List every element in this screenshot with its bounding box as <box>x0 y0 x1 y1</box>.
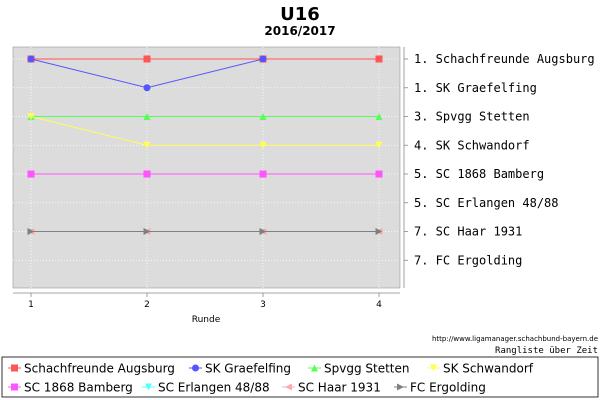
legend-swatch-marker-3 <box>430 364 437 372</box>
rank-label-0: 1. Schachfreunde Augsburg <box>414 52 595 66</box>
series-point-2-1 <box>143 113 151 120</box>
chart-title: U16 <box>280 4 320 25</box>
series-point-3-3 <box>375 141 383 149</box>
series-line-3 <box>30 116 379 146</box>
legend-swatch-marker-6 <box>285 383 292 391</box>
chart-subtitle: 2016/2017 <box>264 24 335 38</box>
series-4 <box>27 170 383 178</box>
plot-area <box>12 46 401 289</box>
rank-label-7: 7. FC Ergolding <box>414 253 522 267</box>
legend-item-7: FC Ergolding <box>394 381 486 395</box>
series-point-4-1 <box>143 170 151 178</box>
legend-box <box>1 356 599 398</box>
series-point-3-0 <box>27 113 35 120</box>
series-1 <box>27 55 267 92</box>
legend-item-2: Spvgg Stetten <box>308 362 410 376</box>
series-point-4-0 <box>27 170 35 178</box>
series-point-1-1 <box>143 84 151 92</box>
legend-item-6: SC Haar 1931 <box>282 381 381 395</box>
x-tick-label-1: 2 <box>144 300 150 310</box>
rank-label-4: 5. SC 1868 Bamberg <box>414 167 544 181</box>
series-point-7-2 <box>259 228 267 235</box>
legend-label-5: SC Erlangen 48/88 <box>158 381 270 395</box>
legend-item-5: SC Erlangen 48/88 <box>142 381 270 395</box>
series-point-7-3 <box>375 228 383 235</box>
rank-label-2: 3. Spvgg Stetten <box>414 110 530 124</box>
legend-item-3: SK Schwandorf <box>427 362 534 376</box>
series-layer <box>27 55 383 235</box>
legend-label-2: Spvgg Stetten <box>324 362 410 376</box>
series-point-1-2 <box>259 55 267 63</box>
legend-label-0: Schachfreunde Augsburg <box>24 362 175 376</box>
series-point-1-0 <box>27 55 35 63</box>
rank-label-5: 5. SC Erlangen 48/88 <box>414 196 559 210</box>
legend-item-0: Schachfreunde Augsburg <box>8 362 175 376</box>
series-point-0-1 <box>143 55 151 63</box>
x-tick-label-2: 3 <box>260 300 266 310</box>
series-point-2-3 <box>375 113 383 120</box>
series-point-4-3 <box>375 170 383 178</box>
x-tick-label-3: 4 <box>376 300 382 310</box>
legend-swatch-marker-1 <box>192 364 199 372</box>
legend-label-6: SC Haar 1931 <box>298 381 381 395</box>
series-point-3-2 <box>259 141 267 149</box>
rank-label-3: 4. SK Schwandorf <box>414 138 530 152</box>
series-7 <box>27 228 383 235</box>
footer-url: http://www.ligamanager.schachbund-bayern… <box>432 335 598 343</box>
legend-swatch-marker-5 <box>145 383 152 391</box>
rank-label-1: 1. SK Graefelfing <box>414 81 537 95</box>
legend-label-3: SK Schwandorf <box>443 362 534 376</box>
legend: Schachfreunde Augsburg SK Graefelfing Spvg… <box>8 362 534 395</box>
legend-item-4: SC 1868 Bamberg <box>8 381 133 395</box>
x-tick-label-0: 1 <box>28 300 34 310</box>
series-point-3-1 <box>143 141 151 149</box>
series-point-2-2 <box>259 113 267 120</box>
series-point-0-3 <box>375 55 383 63</box>
axes: 1 2 3 4 <box>13 47 408 310</box>
legend-label-7: FC Ergolding <box>410 381 486 395</box>
series-3 <box>27 113 383 149</box>
series-point-4-2 <box>259 170 267 178</box>
footer-caption: Rangliste über Zeit <box>495 346 598 356</box>
rank-labels: 1. Schachfreunde Augsburg 1. SK Graefelfi… <box>414 52 595 267</box>
legend-label-1: SK Graefelfing <box>205 362 291 376</box>
series-point-7-0 <box>27 228 35 235</box>
grid-lines <box>13 47 400 288</box>
legend-item-1: SK Graefelfing <box>189 362 291 376</box>
legend-swatch-marker-7 <box>397 383 404 391</box>
series-point-7-1 <box>143 228 151 235</box>
legend-label-4: SC 1868 Bamberg <box>24 381 133 395</box>
legend-swatch-marker-2 <box>311 364 318 372</box>
legend-swatch-marker-4 <box>11 383 18 391</box>
legend-swatch-marker-0 <box>11 364 18 372</box>
x-axis-label: Runde <box>192 315 221 325</box>
rank-label-6: 7. SC Haar 1931 <box>414 225 522 239</box>
